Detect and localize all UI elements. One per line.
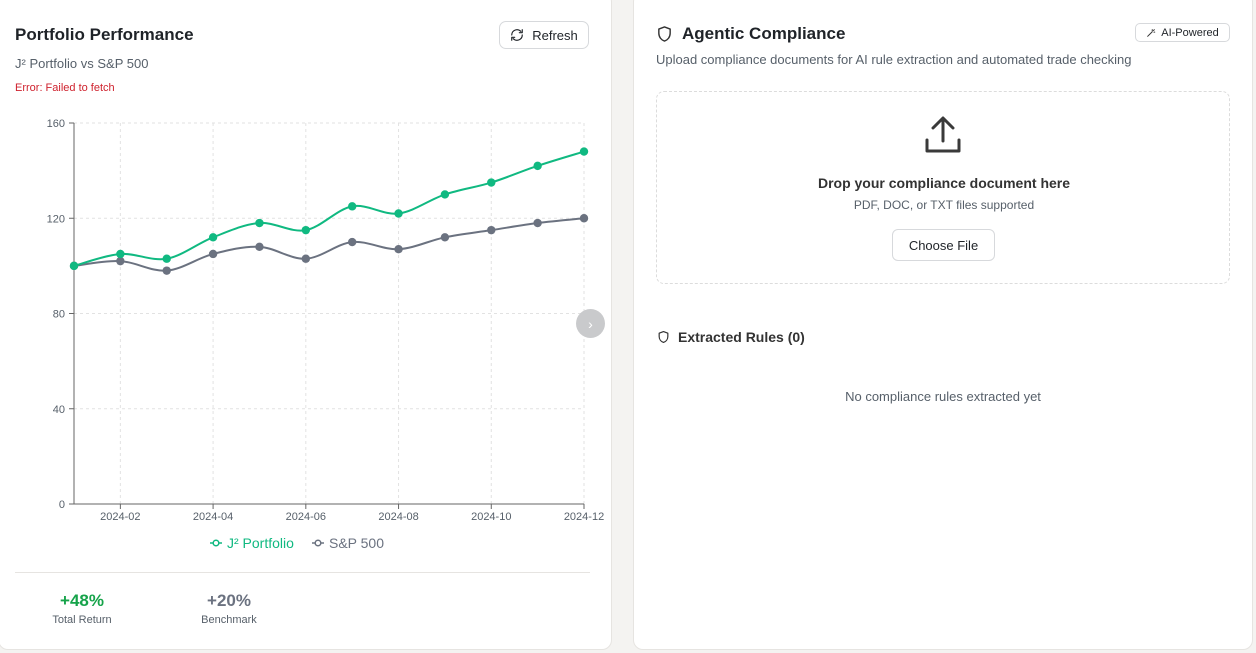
- ai-powered-badge: AI-Powered: [1135, 23, 1230, 42]
- data-point-j-portfolio: [394, 209, 403, 218]
- stat-benchmark: +20% Benchmark: [190, 591, 268, 626]
- upload-icon: [924, 115, 962, 155]
- series-line-s-p-500: [73, 217, 585, 272]
- x-tick-label: 2024-06: [286, 511, 326, 523]
- data-point-s-p-500: [394, 245, 403, 254]
- chevron-right-icon: ›: [588, 315, 593, 332]
- y-tick-label: 80: [53, 309, 65, 321]
- shield-icon: [657, 330, 670, 344]
- y-tick-label: 0: [59, 499, 65, 511]
- extracted-rules-header: Extracted Rules (0): [657, 329, 805, 345]
- data-point-s-p-500: [116, 256, 125, 266]
- x-tick-label: 2024-10: [471, 511, 511, 523]
- x-tick-label: 2024-04: [193, 511, 233, 523]
- stat-benchmark-value: +20%: [207, 591, 251, 610]
- data-point-j-portfolio: [301, 225, 311, 235]
- data-point-s-p-500: [162, 266, 171, 275]
- empty-rules-message: No compliance rules extracted yet: [845, 389, 1041, 404]
- y-tick-label: 120: [47, 213, 65, 225]
- data-point-j-portfolio: [69, 261, 79, 271]
- dropzone-title: Drop your compliance document here: [817, 175, 1071, 191]
- data-point-j-portfolio: [579, 147, 589, 156]
- refresh-icon: [510, 28, 524, 42]
- data-point-j-portfolio: [533, 161, 542, 171]
- data-point-j-portfolio: [347, 202, 357, 211]
- data-point-s-p-500: [301, 254, 311, 263]
- portfolio-card: [0, 0, 612, 650]
- portfolio-title: Portfolio Performance: [15, 25, 194, 44]
- y-tick-label: 160: [47, 118, 65, 130]
- data-point-s-p-500: [208, 249, 218, 259]
- compliance-header: Agentic Compliance: [656, 24, 845, 44]
- data-point-j-portfolio: [208, 233, 218, 242]
- data-point-j-portfolio: [440, 190, 450, 199]
- chart-scroll-button[interactable]: ›: [576, 309, 605, 338]
- stat-total-return: +48% Total Return: [40, 591, 124, 626]
- legend-label-j-portfolio: J² Portfolio: [227, 535, 294, 551]
- portfolio-subtitle: J² Portfolio vs S&P 500: [15, 56, 149, 71]
- data-point-s-p-500: [255, 242, 264, 252]
- data-point-s-p-500: [533, 218, 542, 228]
- y-tick-label: 40: [53, 404, 65, 416]
- data-point-j-portfolio: [487, 178, 496, 187]
- refresh-label: Refresh: [532, 27, 578, 43]
- x-tick-label: 2024-12: [564, 511, 604, 523]
- data-point-s-p-500: [347, 237, 357, 247]
- data-point-j-portfolio: [162, 254, 171, 263]
- stat-total-return-value: +48%: [60, 591, 104, 610]
- legend-marker-dot-s-p-500: [314, 539, 322, 547]
- refresh-button[interactable]: Refresh: [499, 21, 589, 49]
- x-tick-label: 2024-02: [100, 511, 140, 523]
- shield-icon: [656, 25, 673, 43]
- compliance-description: Upload compliance documents for AI rule …: [656, 52, 1132, 67]
- x-tick-label: 2024-08: [378, 511, 418, 523]
- stat-total-return-label: Total Return: [52, 614, 112, 626]
- stat-benchmark-label: Benchmark: [201, 614, 257, 626]
- error-message: Error: Failed to fetch: [15, 82, 115, 94]
- legend-label-s-p-500: S&P 500: [329, 535, 384, 551]
- data-point-j-portfolio: [255, 218, 264, 228]
- ai-powered-label: AI-Powered: [1161, 26, 1219, 39]
- data-point-s-p-500: [579, 214, 589, 223]
- stats-divider: [15, 572, 590, 573]
- data-point-j-portfolio: [116, 249, 125, 259]
- extracted-rules-title: Extracted Rules (0): [678, 329, 805, 345]
- dropzone-subtitle: PDF, DOC, or TXT files supported: [853, 198, 1035, 212]
- data-point-s-p-500: [440, 233, 450, 242]
- compliance-title: Agentic Compliance: [682, 24, 846, 43]
- data-point-s-p-500: [487, 225, 496, 235]
- wand-icon: [1146, 28, 1156, 38]
- choose-file-button[interactable]: Choose File: [892, 229, 995, 261]
- upload-dropzone[interactable]: Drop your compliance document here PDF, …: [656, 91, 1230, 284]
- performance-chart: 0 40 80 120 160 2024-02 2024-04 2024-06 2024-08 2…: [47, 118, 605, 551]
- legend-marker-dot-j-portfolio: [212, 539, 220, 547]
- series-line-j-portfolio: [73, 150, 585, 267]
